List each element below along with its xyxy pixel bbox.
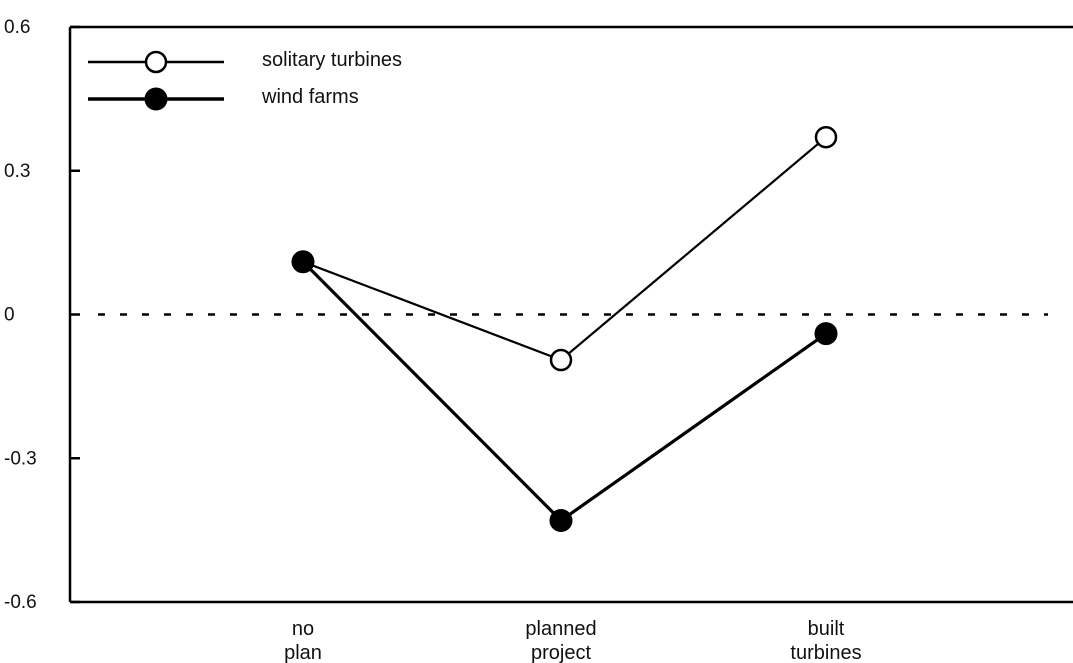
series-layer <box>291 125 838 533</box>
data-point-solitary-turbines <box>814 125 838 149</box>
data-point-solitary-turbines <box>549 348 573 372</box>
legend-label-solitary-turbines: solitary turbines <box>262 49 402 71</box>
series-line-wind-farms <box>301 260 827 523</box>
x-category-label: turbines <box>790 642 861 663</box>
legend-marker-solitary-turbines <box>144 50 168 74</box>
legend: solitary turbines wind farms <box>88 49 402 111</box>
x-category-label: no <box>292 618 314 640</box>
x-category-label: plan <box>284 642 322 663</box>
series-line-solitary-turbines <box>302 136 827 362</box>
data-point-wind-farms <box>549 509 573 533</box>
y-ticks: 0.6 0.3 0 -0.3 -0.6 <box>4 17 80 613</box>
y-tick-label: 0.3 <box>4 161 30 182</box>
legend-marker-wind-farms <box>144 87 168 111</box>
x-category-label: planned <box>525 618 596 640</box>
legend-label-wind-farms: wind farms <box>261 86 359 108</box>
data-point-wind-farms <box>814 322 838 346</box>
x-category-label: built <box>808 618 845 640</box>
x-category-label: project <box>531 642 591 663</box>
y-tick-label: -0.6 <box>4 592 37 613</box>
y-tick-label: -0.3 <box>4 448 37 469</box>
y-tick-label: 0.6 <box>4 17 30 38</box>
data-point-wind-farms <box>291 250 315 274</box>
y-tick-label: 0 <box>4 305 15 326</box>
